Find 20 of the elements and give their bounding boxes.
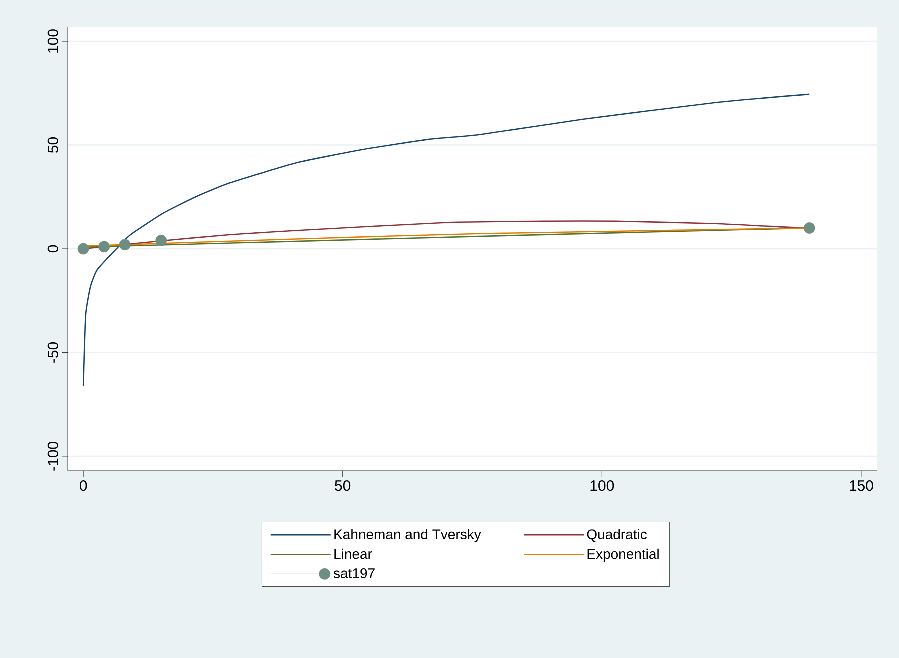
point	[98, 241, 110, 253]
legend-label: Exponential	[588, 548, 659, 562]
y-tick-label: -100	[48, 442, 58, 471]
x-tick-label: 150	[850, 480, 874, 492]
legend-label: sat197	[334, 568, 375, 578]
point	[119, 239, 131, 251]
point	[78, 243, 90, 255]
point	[156, 234, 168, 246]
y-tick-label: -50	[48, 342, 58, 363]
line-series	[82, 94, 810, 387]
y-tick-label: 0	[48, 245, 58, 253]
y-tick-label: 100	[48, 30, 58, 53]
x-tick-label: 100	[590, 480, 614, 492]
legend-label: Quadratic	[587, 529, 647, 542]
x-tick-label: 50	[335, 480, 351, 492]
y-tick-label: 50	[48, 138, 58, 153]
legend-label: Linear	[334, 548, 372, 560]
legend-label: Kahneman and Tversky	[334, 529, 482, 542]
point	[804, 222, 816, 234]
x-tick-label: 0	[80, 480, 88, 492]
